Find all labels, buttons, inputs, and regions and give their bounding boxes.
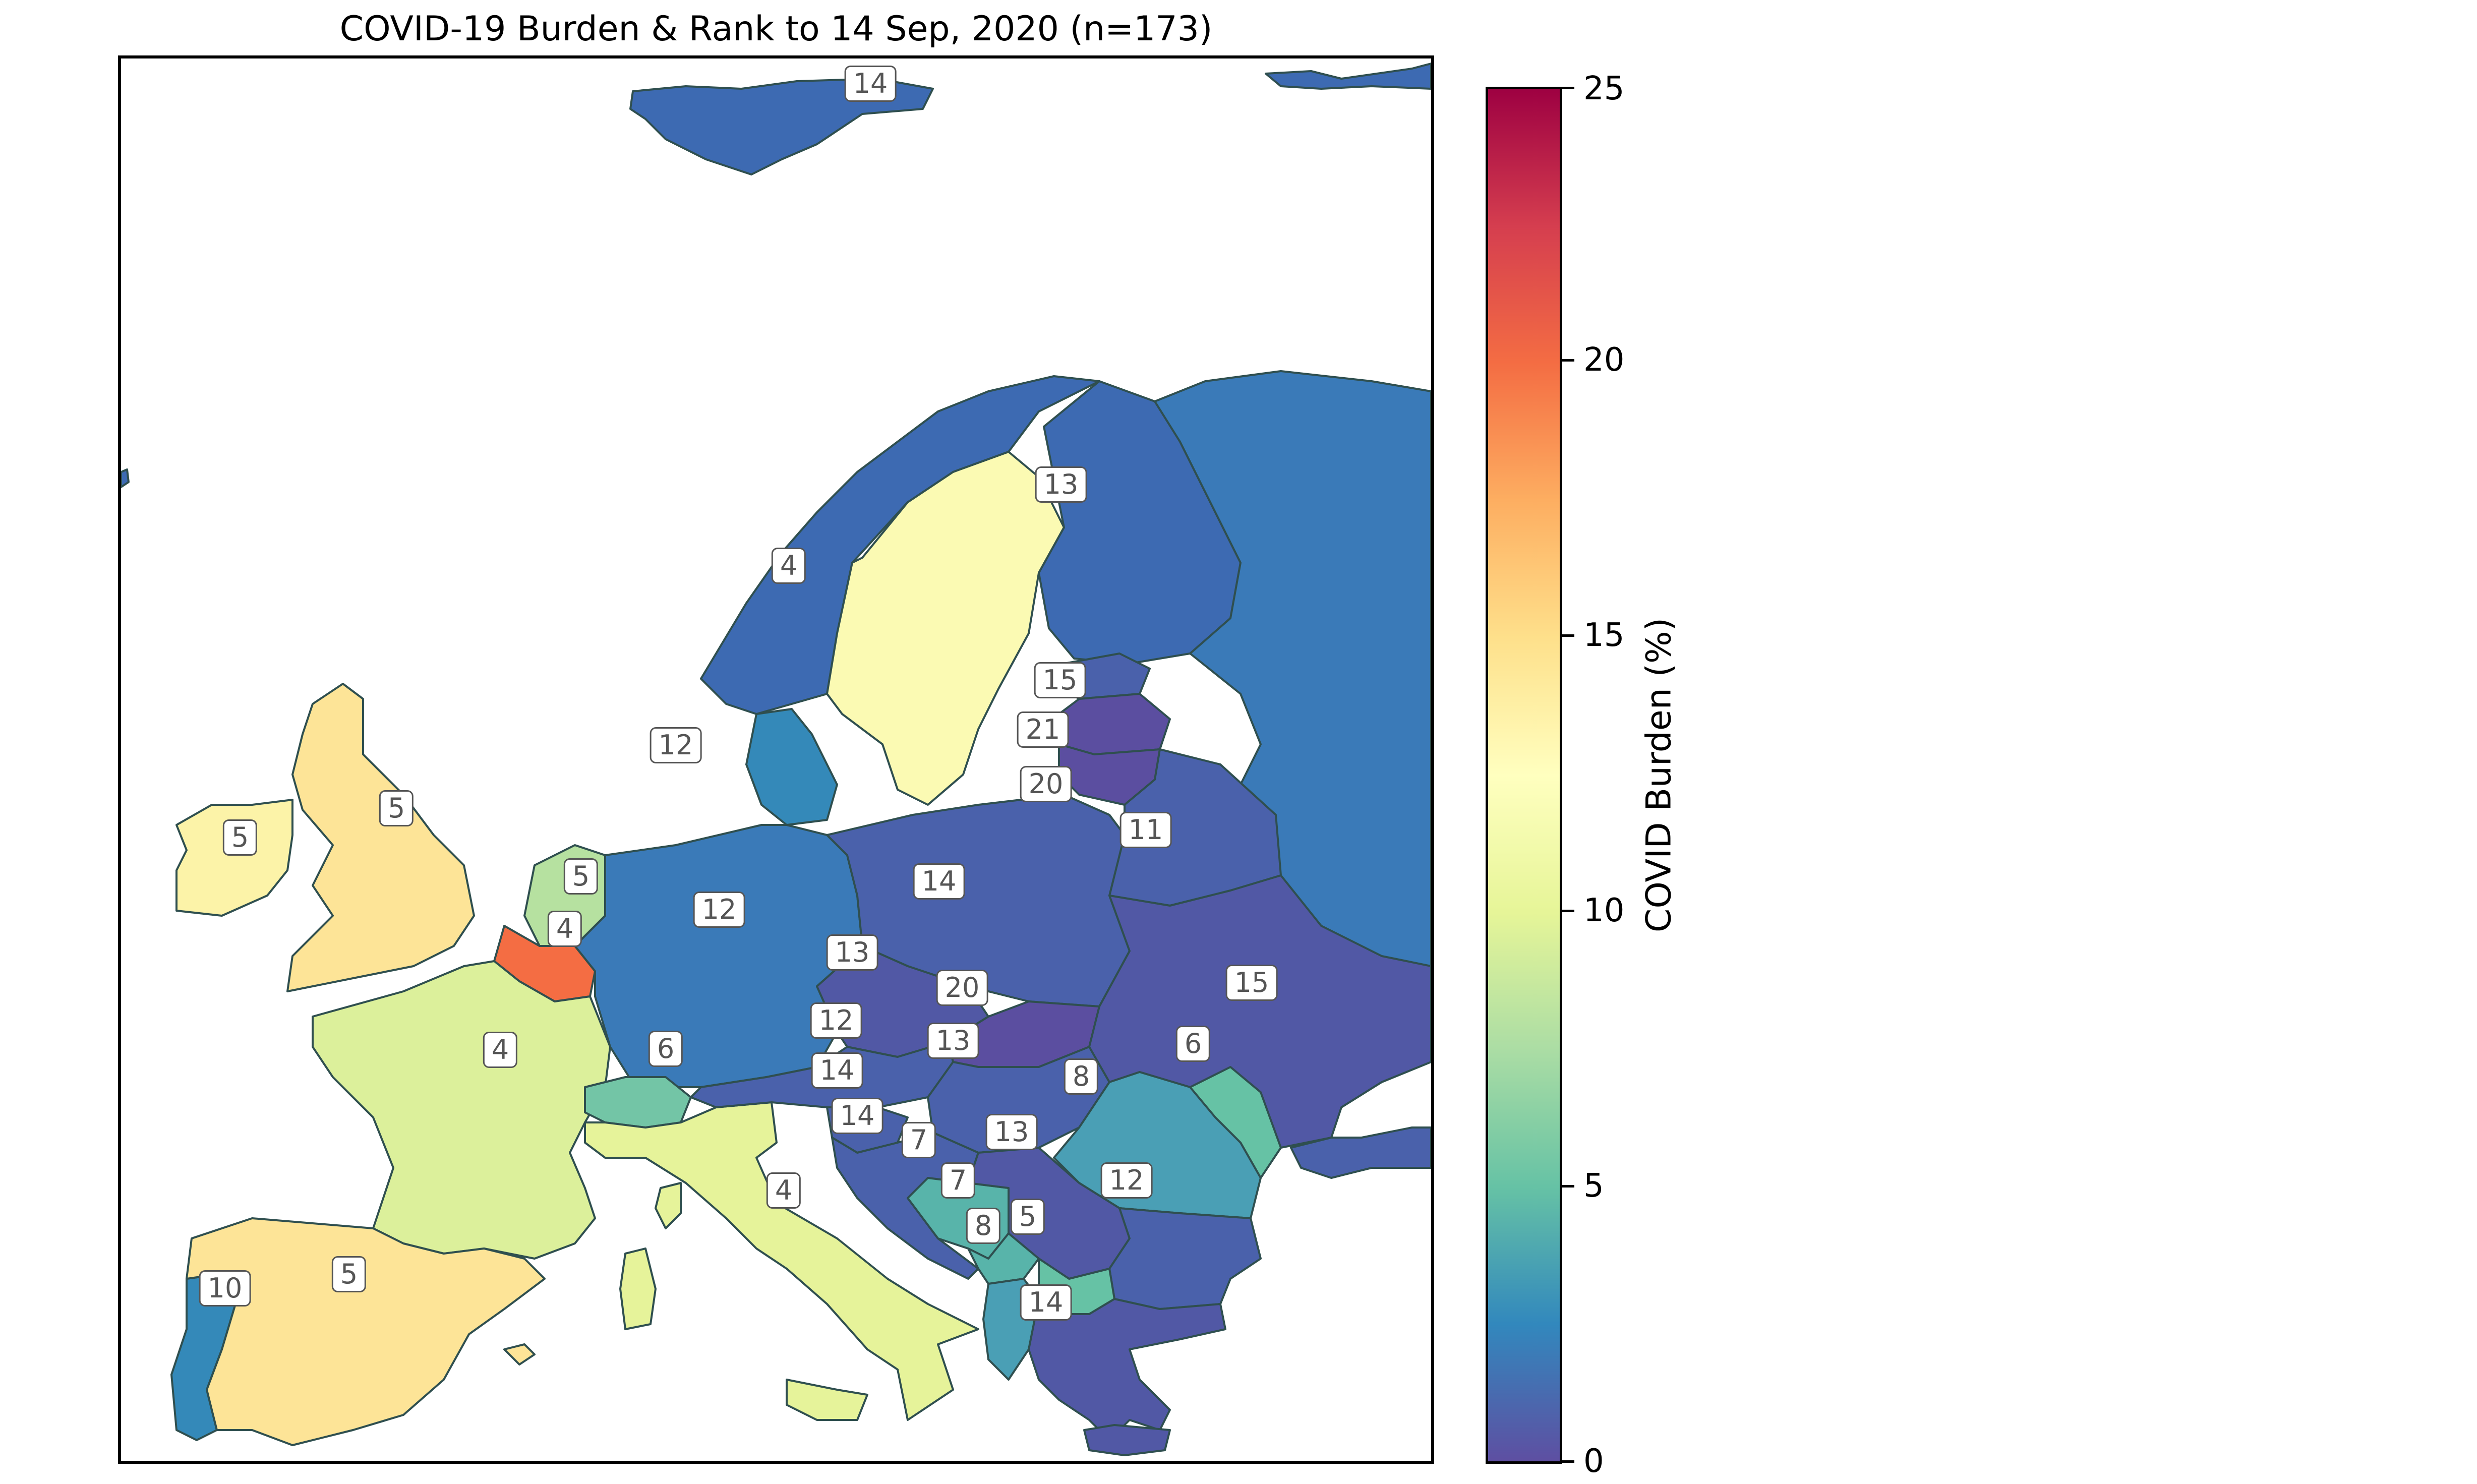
colorbar-tick xyxy=(1562,634,1574,637)
region-sicily[interactable] xyxy=(786,1379,868,1421)
region-balearic[interactable] xyxy=(503,1343,536,1366)
region-denmark[interactable] xyxy=(745,708,838,826)
rank-label-poland: 14 xyxy=(913,863,965,900)
rank-label-hungary: 13 xyxy=(927,1023,979,1059)
colorbar-tick-label: 25 xyxy=(1583,70,1625,107)
rank-label-slovenia: 14 xyxy=(811,1052,863,1089)
region-united-kingdom[interactable] xyxy=(286,683,475,992)
region-svalbard-east[interactable] xyxy=(1265,63,1431,90)
rank-label-finland: 13 xyxy=(1035,466,1087,503)
rank-label-spain: 5 xyxy=(331,1256,367,1292)
rank-label-moldova: 6 xyxy=(1175,1026,1211,1062)
region-spain[interactable] xyxy=(186,1217,546,1446)
colorbar-tick-label: 20 xyxy=(1583,341,1625,379)
colorbar-tick-label: 15 xyxy=(1583,617,1625,654)
colorbar-tick-label: 10 xyxy=(1583,892,1625,929)
rank-label-czechia: 13 xyxy=(826,934,878,971)
rank-label-serbia: 13 xyxy=(985,1114,1038,1150)
region-bulgaria[interactable] xyxy=(1108,1207,1262,1310)
rank-label-latvia: 21 xyxy=(1017,711,1069,748)
rank-label-slovakia: 20 xyxy=(936,970,988,1006)
rank-label-portugal: 10 xyxy=(199,1270,251,1307)
europe-map[interactable] xyxy=(121,58,1431,1461)
colorbar-tick xyxy=(1562,910,1574,912)
rank-label-switzerland: 6 xyxy=(648,1031,683,1067)
rank-label-sweden: 4 xyxy=(771,548,806,584)
map-title: COVID-19 Burden & Rank to 14 Sep, 2020 (… xyxy=(339,9,1213,49)
region-svalbard[interactable] xyxy=(629,78,934,175)
rank-label-denmark: 12 xyxy=(650,727,702,763)
region-corsica[interactable] xyxy=(655,1182,682,1229)
rank-label-italy: 4 xyxy=(766,1172,801,1209)
region-crete[interactable] xyxy=(1083,1424,1171,1456)
rank-label-bosnia: 7 xyxy=(901,1122,936,1158)
rank-label-united-kingdom: 5 xyxy=(379,790,414,826)
region-switzerland[interactable] xyxy=(584,1076,692,1129)
colorbar xyxy=(1486,87,1562,1464)
colorbar-tick xyxy=(1562,359,1574,362)
region-montenegro[interactable] xyxy=(967,1232,1040,1285)
region-iceland-fragment[interactable] xyxy=(121,468,130,488)
region-sweden[interactable] xyxy=(826,451,1065,806)
rank-label-lithuania: 20 xyxy=(1020,766,1072,802)
colorbar-label: COVID Burden (%) xyxy=(1639,617,1679,933)
rank-label-svalbard: 14 xyxy=(844,66,897,102)
rank-label-greece: 14 xyxy=(1020,1284,1072,1321)
rank-label-netherlands: 5 xyxy=(563,858,599,895)
colorbar-tick xyxy=(1562,87,1574,89)
colorbar-tick xyxy=(1562,1185,1574,1188)
region-norway[interactable] xyxy=(700,375,1100,715)
rank-label-north-macedonia: 5 xyxy=(1010,1199,1045,1235)
region-germany[interactable] xyxy=(574,824,863,1088)
region-latvia[interactable] xyxy=(1058,693,1171,755)
rank-label-ukraine: 15 xyxy=(1225,965,1278,1001)
region-sardinia[interactable] xyxy=(619,1248,657,1330)
rank-label-ireland: 5 xyxy=(222,819,258,856)
rank-label-belarus: 11 xyxy=(1119,812,1172,848)
rank-label-albania: 8 xyxy=(966,1208,1001,1244)
rank-label-montenegro: 7 xyxy=(940,1162,976,1199)
colorbar-tick-label: 0 xyxy=(1583,1443,1604,1480)
rank-label-estonia: 15 xyxy=(1034,662,1086,698)
colorbar-tick xyxy=(1562,1460,1574,1463)
rank-label-belgium: 4 xyxy=(547,911,582,947)
rank-label-germany: 12 xyxy=(693,892,745,928)
region-ireland[interactable] xyxy=(175,799,293,917)
rank-label-austria: 12 xyxy=(810,1002,862,1039)
rank-label-romania: 8 xyxy=(1064,1058,1099,1095)
rank-label-croatia: 14 xyxy=(831,1098,883,1134)
map-frame[interactable]: 14 13 4 15 21 20 12 11 5 5 5 4 12 14 13 … xyxy=(118,55,1434,1464)
region-greece[interactable] xyxy=(1028,1298,1226,1441)
region-france[interactable] xyxy=(312,960,611,1260)
region-crimea[interactable] xyxy=(1290,1126,1431,1179)
rank-label-france: 4 xyxy=(483,1032,518,1068)
rank-label-bulgaria: 12 xyxy=(1100,1162,1153,1199)
colorbar-tick-label: 5 xyxy=(1583,1167,1604,1205)
